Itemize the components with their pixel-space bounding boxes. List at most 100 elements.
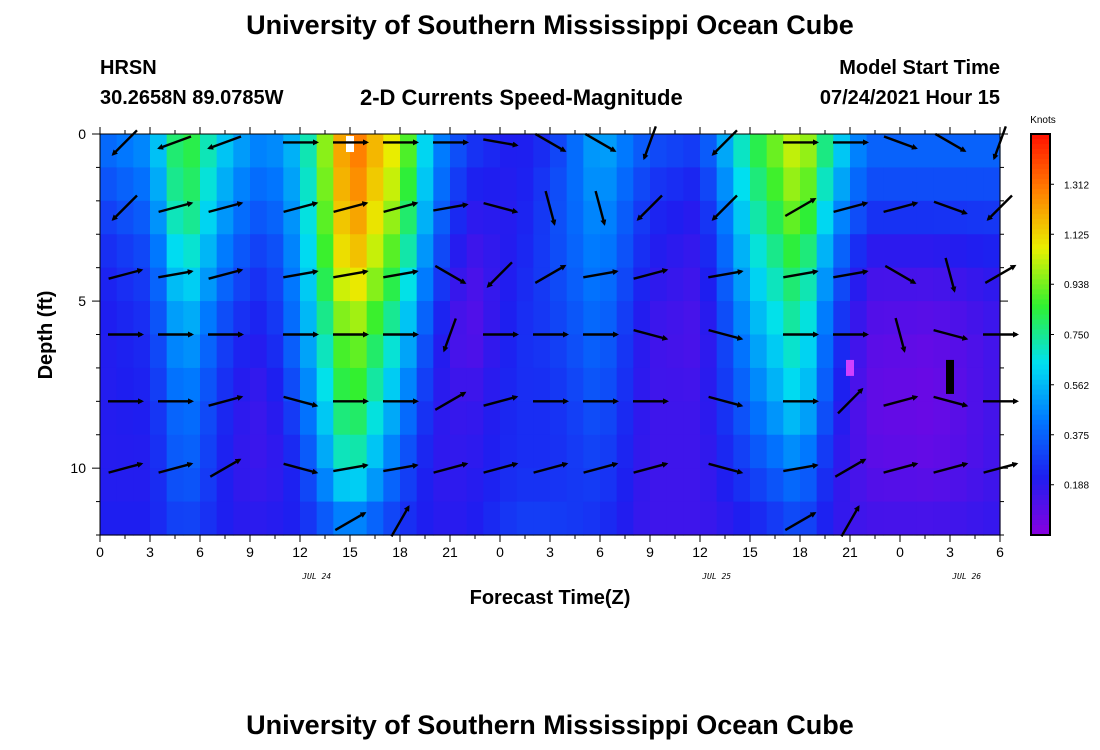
heatmap-cell — [766, 334, 784, 369]
heatmap-cell — [733, 167, 751, 202]
heatmap-cell — [616, 134, 634, 169]
heatmap-cell — [650, 301, 668, 336]
x-tick-label: 15 — [742, 544, 758, 560]
heatmap-cell — [150, 200, 168, 235]
current-vector — [383, 201, 419, 214]
heatmap-cell — [566, 134, 584, 169]
heatmap-cell — [116, 468, 134, 503]
heatmap-cell — [266, 234, 284, 269]
heatmap-cell — [350, 501, 368, 536]
heatmap-cell — [100, 267, 118, 302]
current-vector — [442, 318, 457, 353]
heatmap-cell — [416, 200, 434, 235]
heatmap-cell — [483, 267, 501, 302]
colorbar-tick-label: 1.312 — [1064, 180, 1089, 191]
heatmap-cell — [683, 267, 701, 302]
heatmap-cell — [533, 134, 551, 169]
heatmap-cell — [866, 200, 884, 235]
current-vector — [837, 387, 864, 415]
heatmap-cell — [666, 501, 684, 536]
heatmap-cell — [283, 267, 301, 302]
heatmap-cell — [683, 301, 701, 336]
heatmap-cell — [200, 234, 218, 269]
heatmap-cell — [483, 468, 501, 503]
heatmap-cell — [500, 434, 518, 469]
heatmap-cell — [950, 468, 968, 503]
heatmap-cell — [366, 200, 384, 235]
heatmap-cell — [766, 301, 784, 336]
colorbar-swatch — [1031, 404, 1050, 411]
heatmap-cell — [316, 267, 334, 302]
heatmap-cell — [900, 200, 918, 235]
heatmap-cell — [133, 501, 151, 536]
heatmap-cell — [466, 334, 484, 369]
y-tick-label: 0 — [78, 126, 86, 142]
heatmap-cell — [833, 501, 851, 536]
heatmap-cell — [483, 334, 501, 369]
heatmap-cell — [916, 134, 934, 169]
heatmap-cell — [466, 167, 484, 202]
colorbar-swatch — [1031, 284, 1050, 290]
heatmap-cell — [266, 301, 284, 336]
colorbar-swatch — [1031, 414, 1050, 421]
colorbar-swatch — [1031, 139, 1050, 145]
heatmap-cell — [166, 334, 184, 369]
heatmap-cell — [366, 434, 384, 469]
colorbar-swatch — [1031, 169, 1050, 175]
current-vector — [834, 458, 867, 478]
heatmap-cell — [950, 234, 968, 269]
heatmap-cell — [750, 401, 768, 436]
heatmap-cell — [433, 501, 451, 536]
colorbar-swatch — [1031, 469, 1050, 476]
heatmap-cell — [750, 501, 768, 536]
heatmap-cell — [516, 267, 534, 302]
heatmap-cell — [916, 334, 934, 369]
heatmap-cell — [883, 234, 901, 269]
heatmap-cell — [383, 200, 401, 235]
heatmap-cell — [733, 301, 751, 336]
heatmap-cell — [566, 367, 584, 402]
heatmap-cell — [200, 334, 218, 369]
heatmap-cell — [500, 267, 518, 302]
heatmap-cell — [816, 301, 834, 336]
heatmap-cell — [216, 501, 234, 536]
heatmap-cell — [200, 200, 218, 235]
current-vector — [534, 132, 567, 152]
current-vector — [636, 194, 663, 221]
heatmap-cell — [850, 200, 868, 235]
heatmap-cell — [483, 167, 501, 202]
current-vector — [633, 328, 669, 341]
colorbar-swatch — [1031, 274, 1050, 280]
heatmap-cell — [350, 367, 368, 402]
heatmap-cell — [283, 301, 301, 336]
heatmap-cell — [900, 267, 918, 302]
heatmap-cell — [916, 367, 934, 402]
heatmap-cell — [916, 468, 934, 503]
current-vector — [833, 269, 869, 279]
heatmap-cell — [683, 167, 701, 202]
heatmap-cell — [583, 134, 601, 169]
heatmap-cell — [816, 367, 834, 402]
heatmap-cell — [700, 334, 718, 369]
heatmap-cell — [100, 234, 118, 269]
heatmap-cell — [766, 200, 784, 235]
heatmap-cell — [666, 468, 684, 503]
heatmap-cell — [950, 501, 968, 536]
heatmap-cell — [216, 301, 234, 336]
heatmap-cell — [200, 401, 218, 436]
heatmap-cells — [100, 134, 1001, 536]
heatmap-cell — [766, 167, 784, 202]
colorbar-swatch — [1031, 514, 1050, 521]
heatmap-cell — [733, 501, 751, 536]
colorbar-swatch — [1031, 224, 1050, 230]
current-vector — [708, 462, 744, 475]
colorbar-swatch — [1031, 309, 1050, 316]
heatmap-cell — [950, 434, 968, 469]
heatmap-cell — [266, 401, 284, 436]
heatmap-cell — [750, 200, 768, 235]
heatmap-cell — [300, 468, 318, 503]
current-vector — [333, 201, 369, 214]
heatmap-cell — [116, 501, 134, 536]
heatmap-cell — [833, 267, 851, 302]
heatmap-cell — [783, 501, 801, 536]
